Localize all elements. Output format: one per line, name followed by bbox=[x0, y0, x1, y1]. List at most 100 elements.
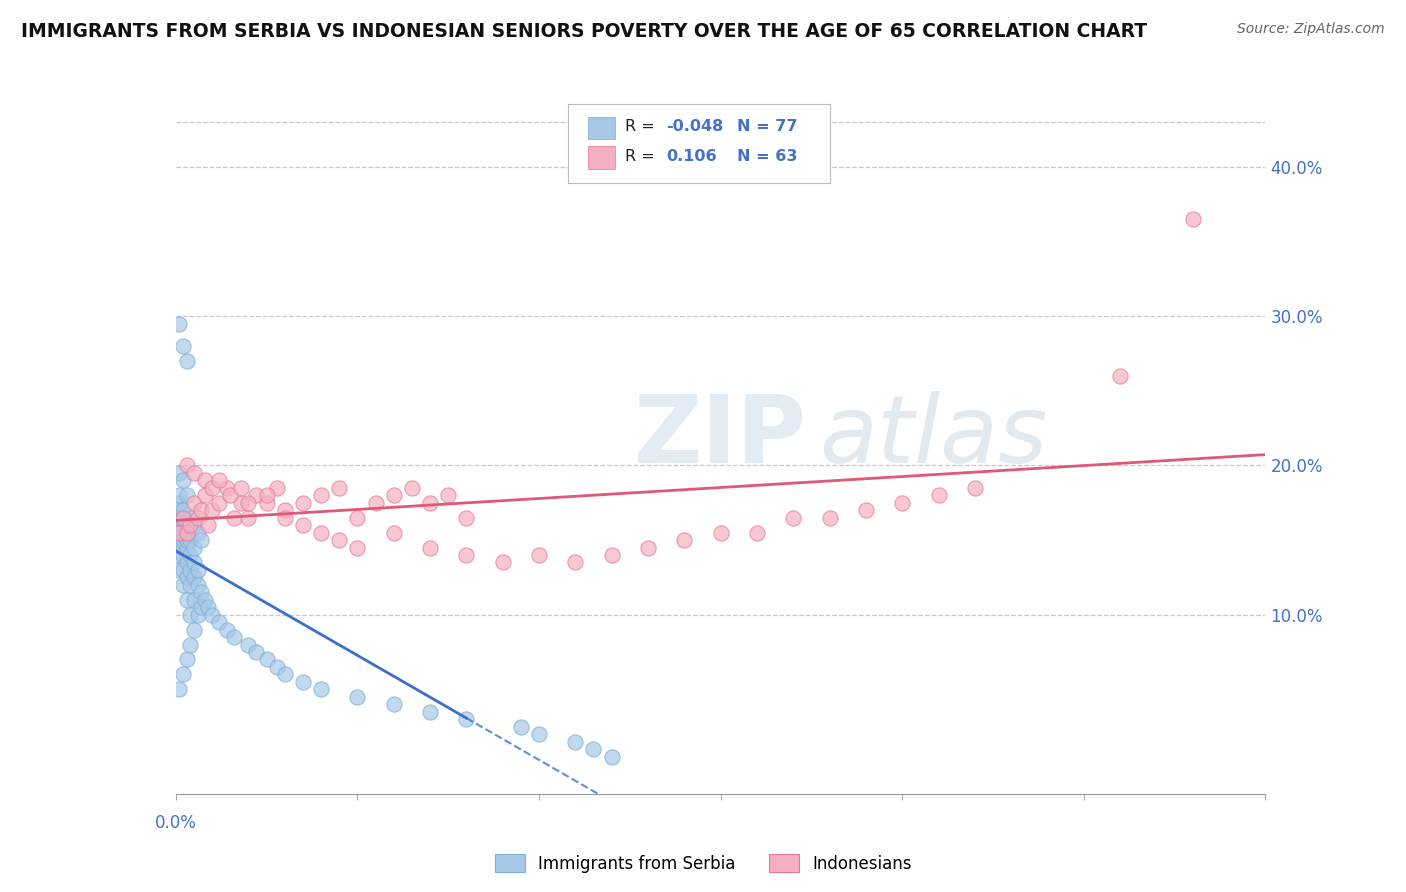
Point bbox=[673, 533, 696, 547]
Point bbox=[208, 615, 231, 630]
Point bbox=[176, 556, 198, 570]
Legend: Immigrants from Serbia, Indonesians: Immigrants from Serbia, Indonesians bbox=[488, 847, 918, 880]
Point bbox=[176, 525, 198, 540]
Point bbox=[169, 488, 191, 502]
Point bbox=[169, 563, 191, 577]
Point bbox=[194, 473, 217, 487]
Text: 0.0%: 0.0% bbox=[155, 814, 197, 832]
Point bbox=[745, 525, 768, 540]
Point bbox=[266, 481, 288, 495]
Point bbox=[215, 623, 238, 637]
Point bbox=[818, 510, 841, 524]
Point bbox=[179, 548, 201, 562]
Text: N = 63: N = 63 bbox=[737, 149, 797, 164]
Point bbox=[382, 525, 405, 540]
Point bbox=[183, 623, 205, 637]
Point bbox=[564, 734, 586, 748]
Point bbox=[197, 518, 219, 533]
Point bbox=[179, 533, 201, 547]
Point bbox=[172, 533, 194, 547]
Point bbox=[238, 510, 260, 524]
Point bbox=[291, 496, 314, 510]
Point bbox=[194, 488, 217, 502]
Point bbox=[309, 488, 332, 502]
Text: ZIP: ZIP bbox=[633, 391, 806, 483]
Text: -0.048: -0.048 bbox=[666, 119, 723, 134]
Point bbox=[186, 563, 209, 577]
Point bbox=[328, 481, 350, 495]
Point bbox=[231, 481, 253, 495]
Point bbox=[274, 510, 297, 524]
Point bbox=[179, 510, 201, 524]
Point bbox=[172, 525, 194, 540]
Point bbox=[183, 466, 205, 480]
FancyBboxPatch shape bbox=[588, 117, 614, 139]
Point bbox=[256, 488, 278, 502]
Text: IMMIGRANTS FROM SERBIA VS INDONESIAN SENIORS POVERTY OVER THE AGE OF 65 CORRELAT: IMMIGRANTS FROM SERBIA VS INDONESIAN SEN… bbox=[21, 22, 1147, 41]
Point bbox=[456, 548, 478, 562]
Point bbox=[637, 541, 659, 555]
Point bbox=[169, 533, 191, 547]
Point bbox=[172, 518, 194, 533]
Point bbox=[201, 503, 224, 517]
Point bbox=[183, 496, 205, 510]
Point bbox=[176, 488, 198, 502]
Point bbox=[172, 541, 194, 555]
Point bbox=[346, 541, 368, 555]
Point bbox=[346, 690, 368, 704]
Point bbox=[169, 525, 191, 540]
Point bbox=[176, 354, 198, 368]
Point bbox=[382, 698, 405, 712]
Point bbox=[419, 705, 441, 719]
Point bbox=[172, 563, 194, 577]
Point bbox=[208, 473, 231, 487]
Point bbox=[176, 458, 198, 473]
Point bbox=[186, 525, 209, 540]
Point bbox=[309, 525, 332, 540]
Point bbox=[291, 674, 314, 689]
Point bbox=[274, 667, 297, 681]
Point bbox=[600, 548, 623, 562]
FancyBboxPatch shape bbox=[588, 146, 614, 169]
Point bbox=[176, 592, 198, 607]
Point bbox=[382, 488, 405, 502]
Point bbox=[186, 578, 209, 592]
Point bbox=[582, 742, 605, 756]
Text: N = 77: N = 77 bbox=[737, 119, 797, 134]
Point bbox=[219, 488, 242, 502]
Point bbox=[328, 533, 350, 547]
Point bbox=[928, 488, 950, 502]
Point bbox=[176, 525, 198, 540]
Point bbox=[194, 592, 217, 607]
Point bbox=[527, 548, 550, 562]
Point bbox=[176, 533, 198, 547]
Point bbox=[215, 481, 238, 495]
Point bbox=[176, 570, 198, 584]
Point bbox=[169, 518, 191, 533]
Point bbox=[179, 563, 201, 577]
Point bbox=[256, 496, 278, 510]
Point bbox=[172, 510, 194, 524]
Point bbox=[222, 510, 245, 524]
Point bbox=[190, 503, 212, 517]
Point bbox=[364, 496, 387, 510]
Point bbox=[256, 652, 278, 666]
Point bbox=[710, 525, 733, 540]
Point bbox=[172, 548, 194, 562]
Point bbox=[437, 488, 460, 502]
Point bbox=[1109, 368, 1132, 383]
Point bbox=[782, 510, 804, 524]
Point bbox=[179, 578, 201, 592]
Point bbox=[509, 720, 531, 734]
Point bbox=[186, 607, 209, 622]
Point bbox=[309, 682, 332, 697]
Point bbox=[456, 510, 478, 524]
Point bbox=[169, 496, 191, 510]
Point bbox=[169, 682, 191, 697]
Point bbox=[179, 607, 201, 622]
Point bbox=[176, 652, 198, 666]
Text: atlas: atlas bbox=[818, 392, 1047, 483]
Point bbox=[266, 660, 288, 674]
Point bbox=[183, 518, 205, 533]
Point bbox=[172, 578, 194, 592]
